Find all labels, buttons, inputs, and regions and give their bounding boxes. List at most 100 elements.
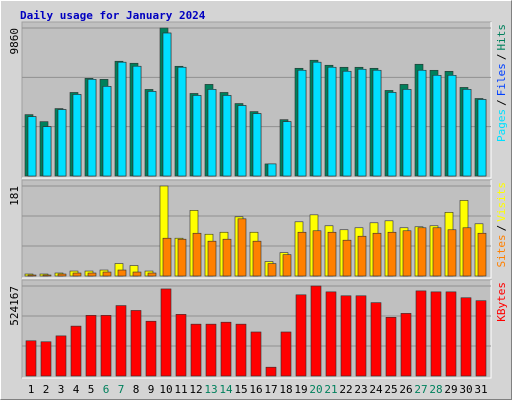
bar <box>295 294 307 377</box>
bar <box>147 91 157 177</box>
y-tick-label: 9860 <box>8 28 21 55</box>
bar <box>267 163 277 177</box>
bar <box>357 235 367 277</box>
bar <box>237 105 247 177</box>
x-tick-label: 13 <box>204 383 217 396</box>
bar <box>177 66 187 177</box>
bar <box>235 323 247 377</box>
bar <box>280 331 292 377</box>
y-tick-label: 181 <box>8 186 21 206</box>
x-tick-label: 1 <box>28 383 35 396</box>
x-tick-label: 8 <box>133 383 140 396</box>
bar <box>87 272 97 277</box>
bar <box>100 315 112 377</box>
x-tick-label: 30 <box>459 383 472 396</box>
bar <box>417 227 427 277</box>
bar <box>312 61 322 177</box>
legend-entry: Files <box>495 63 508 96</box>
bar <box>192 232 202 277</box>
bar <box>177 238 187 277</box>
bar <box>402 89 412 177</box>
x-tick-label: 17 <box>264 383 277 396</box>
x-tick-label: 3 <box>58 383 65 396</box>
x-tick-label: 10 <box>159 383 172 396</box>
bar <box>85 315 97 377</box>
panel-bevel <box>22 22 492 179</box>
bar <box>102 271 112 277</box>
bar <box>117 61 127 177</box>
legend: Pages / Files / Hits <box>495 24 508 142</box>
bar <box>205 323 217 377</box>
bar <box>222 238 232 277</box>
bar <box>57 273 67 277</box>
x-tick-label: 24 <box>369 383 383 396</box>
bar <box>220 321 232 377</box>
bar <box>325 291 337 377</box>
x-tick-label: 4 <box>73 383 80 396</box>
x-tick-label: 31 <box>474 383 487 396</box>
bar <box>222 95 232 177</box>
bar <box>357 68 367 177</box>
x-tick-label: 20 <box>309 383 322 396</box>
x-tick-label: 2 <box>43 383 50 396</box>
x-tick-label: 27 <box>414 383 427 396</box>
bar <box>400 313 412 377</box>
bar <box>282 254 292 277</box>
x-tick-label: 29 <box>444 383 457 396</box>
bar <box>250 331 262 377</box>
bar <box>387 92 397 177</box>
legend-entry: Pages <box>495 109 508 142</box>
bar <box>432 227 442 277</box>
bar <box>477 232 487 277</box>
bar <box>115 305 127 377</box>
bar <box>447 229 457 277</box>
bar <box>462 227 472 277</box>
bar <box>342 70 352 177</box>
bar <box>132 271 142 277</box>
bar <box>190 323 202 377</box>
legend-entry: Visits <box>495 182 508 222</box>
bar <box>297 231 307 277</box>
bar <box>207 240 217 277</box>
x-tick-label: 11 <box>174 383 187 396</box>
bar <box>42 274 52 277</box>
bar <box>252 113 262 177</box>
bar <box>430 291 442 377</box>
bar <box>462 89 472 177</box>
legend: Sites / Visits <box>495 182 508 268</box>
bar <box>175 314 187 377</box>
x-tick-label: 26 <box>399 383 412 396</box>
chart-title: Daily usage for January 2024 <box>20 9 206 22</box>
legend-entry: Sites <box>495 234 508 267</box>
bar <box>42 126 52 177</box>
bar <box>340 295 352 377</box>
bar <box>387 231 397 277</box>
bar <box>40 341 52 377</box>
bar <box>327 231 337 277</box>
x-tick-label: 25 <box>384 383 397 396</box>
panel-bevel <box>22 180 492 279</box>
x-tick-label: 18 <box>279 383 292 396</box>
bar <box>27 116 37 177</box>
bar <box>445 291 457 377</box>
bar <box>402 230 412 277</box>
legend-separator: / <box>495 54 508 61</box>
bar <box>415 290 427 377</box>
bar <box>460 297 472 377</box>
legend: KBytes <box>495 282 508 322</box>
bar <box>147 272 157 277</box>
bar <box>282 121 292 177</box>
x-tick-label: 9 <box>148 383 155 396</box>
bar <box>267 263 277 277</box>
x-tick-label: 23 <box>354 383 367 396</box>
bar <box>132 65 142 177</box>
bar <box>72 272 82 277</box>
legend-entry: Hits <box>495 24 508 51</box>
x-tick-label: 28 <box>429 383 442 396</box>
bar <box>55 335 67 377</box>
legend-separator: / <box>495 225 508 232</box>
bar <box>370 302 382 377</box>
bar <box>372 69 382 177</box>
bar <box>70 325 82 377</box>
